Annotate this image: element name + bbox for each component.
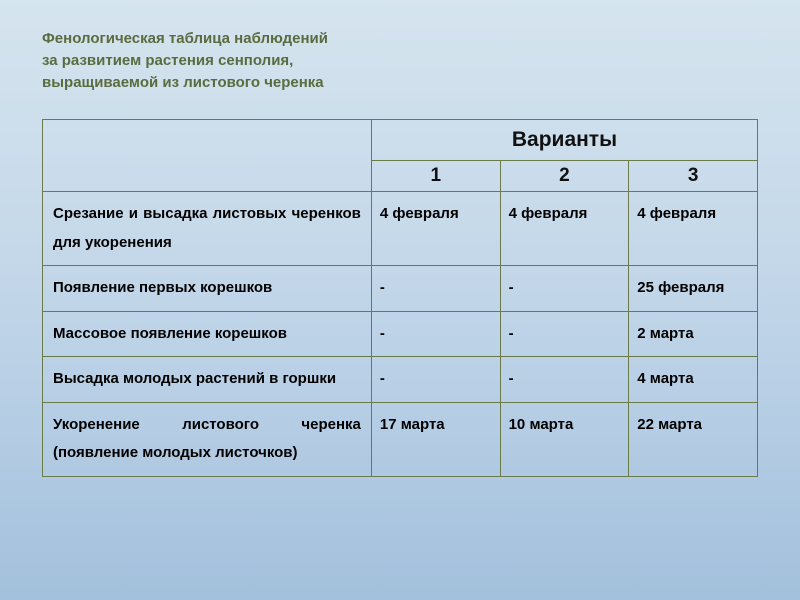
header-row-1: Варианты [43, 120, 758, 161]
value-cell: - [500, 266, 629, 312]
stage-cell: Укоренение листового черенка (появление … [43, 402, 372, 476]
value-cell: 2 марта [629, 311, 758, 357]
value-cell: 17 марта [371, 402, 500, 476]
title-line-2: за развитием растения сенполия, [42, 52, 293, 69]
value-cell: - [371, 266, 500, 312]
stage-cell: Появление первых корешков [43, 266, 372, 312]
value-cell: - [500, 311, 629, 357]
header-col-2: 2 [500, 161, 629, 192]
value-cell: - [371, 311, 500, 357]
table-row: Появление первых корешков - - 25 февраля [43, 266, 758, 312]
value-cell: 25 февраля [629, 266, 758, 312]
phenology-table: Варианты 1 2 3 Срезание и высадка листов… [42, 119, 758, 477]
value-cell: 4 марта [629, 357, 758, 403]
value-cell: 4 февраля [371, 192, 500, 266]
title-line-1: Фенологическая таблица наблюдений [42, 30, 328, 47]
slide-title: Фенологическая таблица наблюдений за раз… [42, 28, 462, 93]
table-row: Укоренение листового черенка (появление … [43, 402, 758, 476]
header-stage-blank [43, 120, 372, 192]
table-row: Массовое появление корешков - - 2 марта [43, 311, 758, 357]
title-line-3: выращиваемой из листового черенка [42, 74, 324, 91]
value-cell: 10 марта [500, 402, 629, 476]
value-cell: - [371, 357, 500, 403]
stage-cell: Высадка молодых растений в горшки [43, 357, 372, 403]
header-col-1: 1 [371, 161, 500, 192]
value-cell: - [500, 357, 629, 403]
header-variants: Варианты [371, 120, 757, 161]
value-cell: 22 марта [629, 402, 758, 476]
stage-cell: Срезание и высадка листовых черенков для… [43, 192, 372, 266]
value-cell: 4 февраля [500, 192, 629, 266]
table-row: Срезание и высадка листовых черенков для… [43, 192, 758, 266]
slide: Фенологическая таблица наблюдений за раз… [0, 0, 800, 600]
value-cell: 4 февраля [629, 192, 758, 266]
stage-cell: Массовое появление корешков [43, 311, 372, 357]
table-row: Высадка молодых растений в горшки - - 4 … [43, 357, 758, 403]
header-col-3: 3 [629, 161, 758, 192]
